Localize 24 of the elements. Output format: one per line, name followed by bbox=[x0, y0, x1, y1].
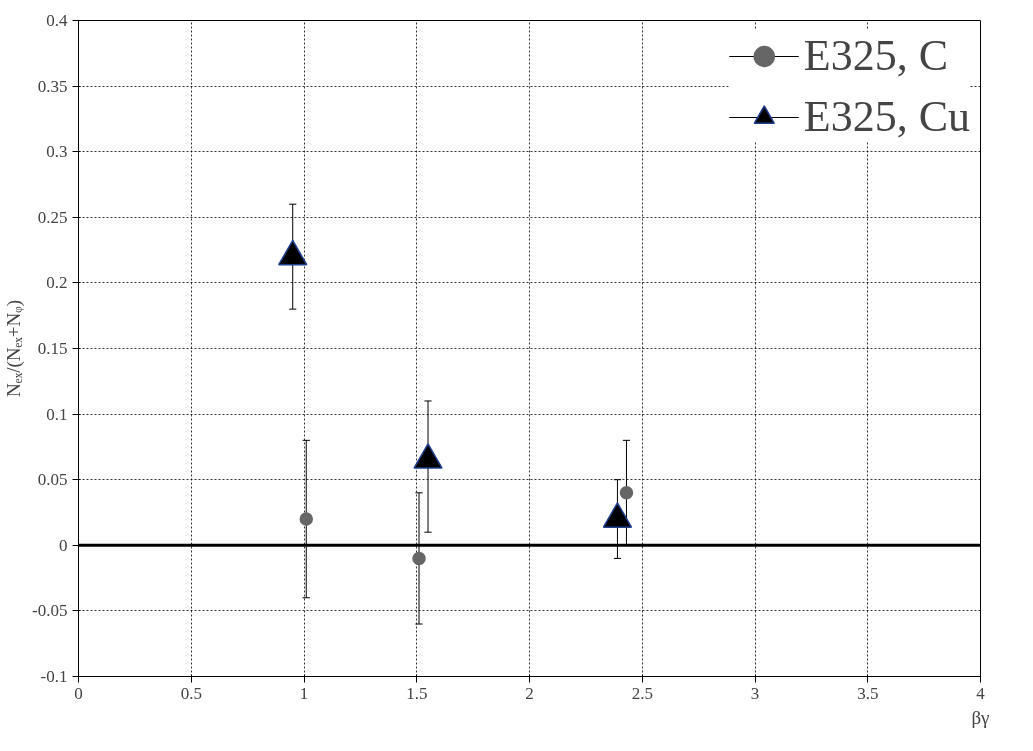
x-tick-label: 0.5 bbox=[180, 683, 202, 703]
legend-label: E325, Cu bbox=[803, 91, 970, 142]
x-tick-label: 2 bbox=[525, 683, 534, 703]
x-tick-label: 1 bbox=[299, 683, 309, 703]
y-tick-label: 0.4 bbox=[46, 11, 68, 30]
y-tick-label: 0.3 bbox=[46, 142, 68, 162]
y-tick-label: 0.2 bbox=[46, 273, 68, 293]
y-axis-title: Nₑₓ/(Nₑₓ+Nᵩ) bbox=[3, 300, 26, 397]
y-tick-label: 0.15 bbox=[37, 339, 68, 358]
y-tick-label: 0.35 bbox=[37, 76, 68, 96]
y-tick-label: 0.05 bbox=[37, 470, 68, 490]
y-tick-label: 0.1 bbox=[46, 404, 68, 424]
y-tick-label: -0.1 bbox=[40, 667, 68, 686]
x-tick-label: 3 bbox=[750, 683, 760, 703]
y-tick-label: -0.05 bbox=[32, 601, 68, 621]
y-tick-label: 0.25 bbox=[37, 207, 68, 227]
x-tick-label: 0 bbox=[74, 683, 83, 703]
x-axis-title: βγ bbox=[971, 706, 990, 728]
y-tick-label: 0 bbox=[59, 535, 68, 555]
x-tick-label: 4 bbox=[976, 683, 986, 703]
x-tick-label: 2.5 bbox=[631, 683, 653, 703]
legend-label: E325, C bbox=[803, 30, 948, 81]
x-tick-label: 3.5 bbox=[857, 683, 879, 703]
x-tick-label: 1.5 bbox=[406, 683, 428, 703]
